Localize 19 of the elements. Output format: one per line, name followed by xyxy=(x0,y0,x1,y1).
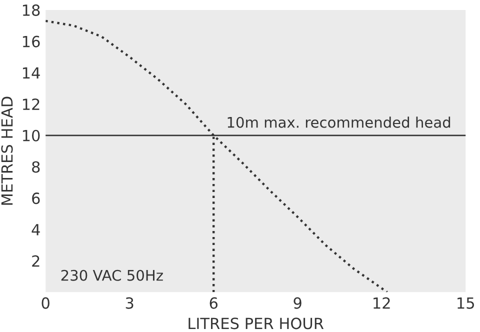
x-tick-label: 9 xyxy=(294,297,302,309)
y-tick-label: 14 xyxy=(22,67,40,78)
x-tick-label: 0 xyxy=(42,297,50,309)
x-tick-label: 15 xyxy=(458,297,474,309)
y-tick-label: 2 xyxy=(32,255,40,267)
y-axis-title: METRES HEAD xyxy=(1,96,13,205)
x-tick-label: 3 xyxy=(126,297,134,309)
y-tick-label: 8 xyxy=(32,161,40,173)
x-axis-title: LITRES PER HOUR xyxy=(188,318,324,330)
y-tick-label: 10 xyxy=(22,130,40,142)
x-tick-label: 6 xyxy=(210,297,218,309)
y-tick-label: 18 xyxy=(22,4,40,16)
x-tick-label: 12 xyxy=(374,297,390,309)
y-tick-label: 16 xyxy=(22,36,40,48)
y-tick-label: 4 xyxy=(32,224,40,236)
y-tick-label: 12 xyxy=(22,98,40,110)
y-tick-label: 6 xyxy=(32,192,40,204)
annotation: 230 VAC 50Hz xyxy=(61,270,163,281)
ref-line-label: 10m max. recommended head xyxy=(228,116,450,128)
